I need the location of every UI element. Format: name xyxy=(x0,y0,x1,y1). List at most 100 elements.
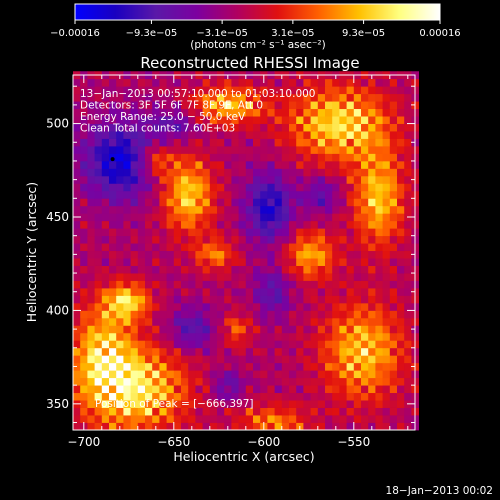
heatmap-cell xyxy=(123,250,131,259)
heatmap-cell xyxy=(397,280,405,289)
heatmap-cell xyxy=(296,78,304,87)
heatmap-cell xyxy=(181,131,189,139)
heatmap-cell xyxy=(353,355,362,364)
y-tick-label: 400 xyxy=(46,303,69,317)
heatmap-cell xyxy=(152,168,160,177)
heatmap-cell xyxy=(159,243,167,252)
heatmap-cell xyxy=(361,108,369,117)
heatmap-cell xyxy=(375,355,383,364)
heatmap-cell xyxy=(145,355,153,364)
heatmap-cell xyxy=(368,392,376,401)
heatmap-cell xyxy=(353,400,362,408)
heatmap-cell xyxy=(159,93,167,102)
heatmap-cell xyxy=(281,407,290,416)
heatmap-cell xyxy=(238,377,247,386)
heatmap-cell xyxy=(152,153,160,162)
heatmap-cell xyxy=(123,183,131,192)
heatmap-cell xyxy=(87,116,95,124)
heatmap-cell xyxy=(224,340,232,349)
heatmap-cell xyxy=(231,362,239,371)
heatmap-cell xyxy=(245,265,254,274)
heatmap-cell xyxy=(159,265,167,274)
heatmap-cell xyxy=(195,108,203,117)
heatmap-cell xyxy=(101,392,110,401)
heatmap-cell xyxy=(389,385,398,394)
heatmap-cell xyxy=(397,377,405,386)
heatmap-cell xyxy=(116,362,124,371)
heatmap-cell xyxy=(368,362,376,371)
heatmap-cell xyxy=(238,325,247,334)
heatmap-cell xyxy=(382,93,391,102)
heatmap-cell xyxy=(389,86,398,95)
heatmap-cell xyxy=(375,265,383,274)
heatmap-cell xyxy=(404,101,412,110)
heatmap-cell xyxy=(145,138,153,147)
heatmap-cell xyxy=(166,168,175,177)
heatmap-cell xyxy=(245,302,254,311)
heatmap-cell xyxy=(397,302,405,311)
heatmap-cell xyxy=(73,392,81,401)
heatmap-cell xyxy=(310,288,319,296)
heatmap-cell xyxy=(181,123,189,132)
heatmap-cell xyxy=(181,78,189,87)
heatmap-cell xyxy=(123,175,131,184)
heatmap-cell xyxy=(116,138,124,147)
heatmap-cell xyxy=(310,332,319,341)
heatmap-cell xyxy=(274,355,283,364)
heatmap-cell xyxy=(101,273,110,281)
heatmap-cell xyxy=(260,400,268,408)
heatmap-cell xyxy=(123,273,131,281)
heatmap-cell xyxy=(238,108,247,117)
heatmap-cell xyxy=(325,258,333,266)
heatmap-cell xyxy=(217,385,225,394)
heatmap-cell xyxy=(109,295,117,304)
heatmap-cell xyxy=(289,340,297,349)
heatmap-cell xyxy=(289,392,297,401)
heatmap-cell xyxy=(130,273,139,281)
heatmap-cell xyxy=(173,160,182,169)
heatmap-cell xyxy=(159,131,167,139)
heatmap-cell xyxy=(267,138,275,147)
heatmap-cell xyxy=(382,422,391,431)
heatmap-cell xyxy=(123,422,131,431)
heatmap-cell xyxy=(267,213,275,222)
heatmap-cell xyxy=(353,205,362,214)
heatmap-cell xyxy=(238,347,247,356)
heatmap-cell xyxy=(80,295,88,304)
heatmap-cell xyxy=(332,220,340,229)
heatmap-cell xyxy=(145,310,153,319)
heatmap-cell xyxy=(368,325,376,334)
heatmap-cell xyxy=(368,213,376,222)
heatmap-cell xyxy=(253,183,261,192)
heatmap-cell xyxy=(353,93,362,102)
heatmap-cell xyxy=(317,243,326,252)
heatmap-cell xyxy=(217,325,225,334)
heatmap-cell xyxy=(152,190,160,199)
heatmap-cell xyxy=(339,332,347,341)
heatmap-cell xyxy=(353,250,362,259)
heatmap-cell xyxy=(346,220,355,229)
heatmap-cell xyxy=(404,86,412,95)
heatmap-cell xyxy=(195,407,203,416)
heatmap-cell xyxy=(353,235,362,244)
heatmap-cell xyxy=(245,168,254,177)
heatmap-cell xyxy=(238,340,247,349)
heatmap-cell xyxy=(181,108,189,117)
heatmap-cell xyxy=(253,160,261,169)
heatmap-cell xyxy=(87,340,95,349)
heatmap-cell xyxy=(109,183,117,192)
heatmap-cell xyxy=(181,198,189,207)
heatmap-cell xyxy=(339,153,347,162)
heatmap-cell xyxy=(166,131,175,139)
heatmap-cell xyxy=(73,243,81,252)
heatmap-cell xyxy=(253,131,261,139)
heatmap-cell xyxy=(375,190,383,199)
heatmap-cell xyxy=(145,183,153,192)
heatmap-cell xyxy=(87,205,95,214)
heatmap-cell xyxy=(353,295,362,304)
heatmap-cell xyxy=(145,258,153,266)
heatmap-cell xyxy=(281,116,290,124)
heatmap-cell xyxy=(353,168,362,177)
heatmap-cell xyxy=(188,160,196,169)
heatmap-cell xyxy=(253,108,261,117)
